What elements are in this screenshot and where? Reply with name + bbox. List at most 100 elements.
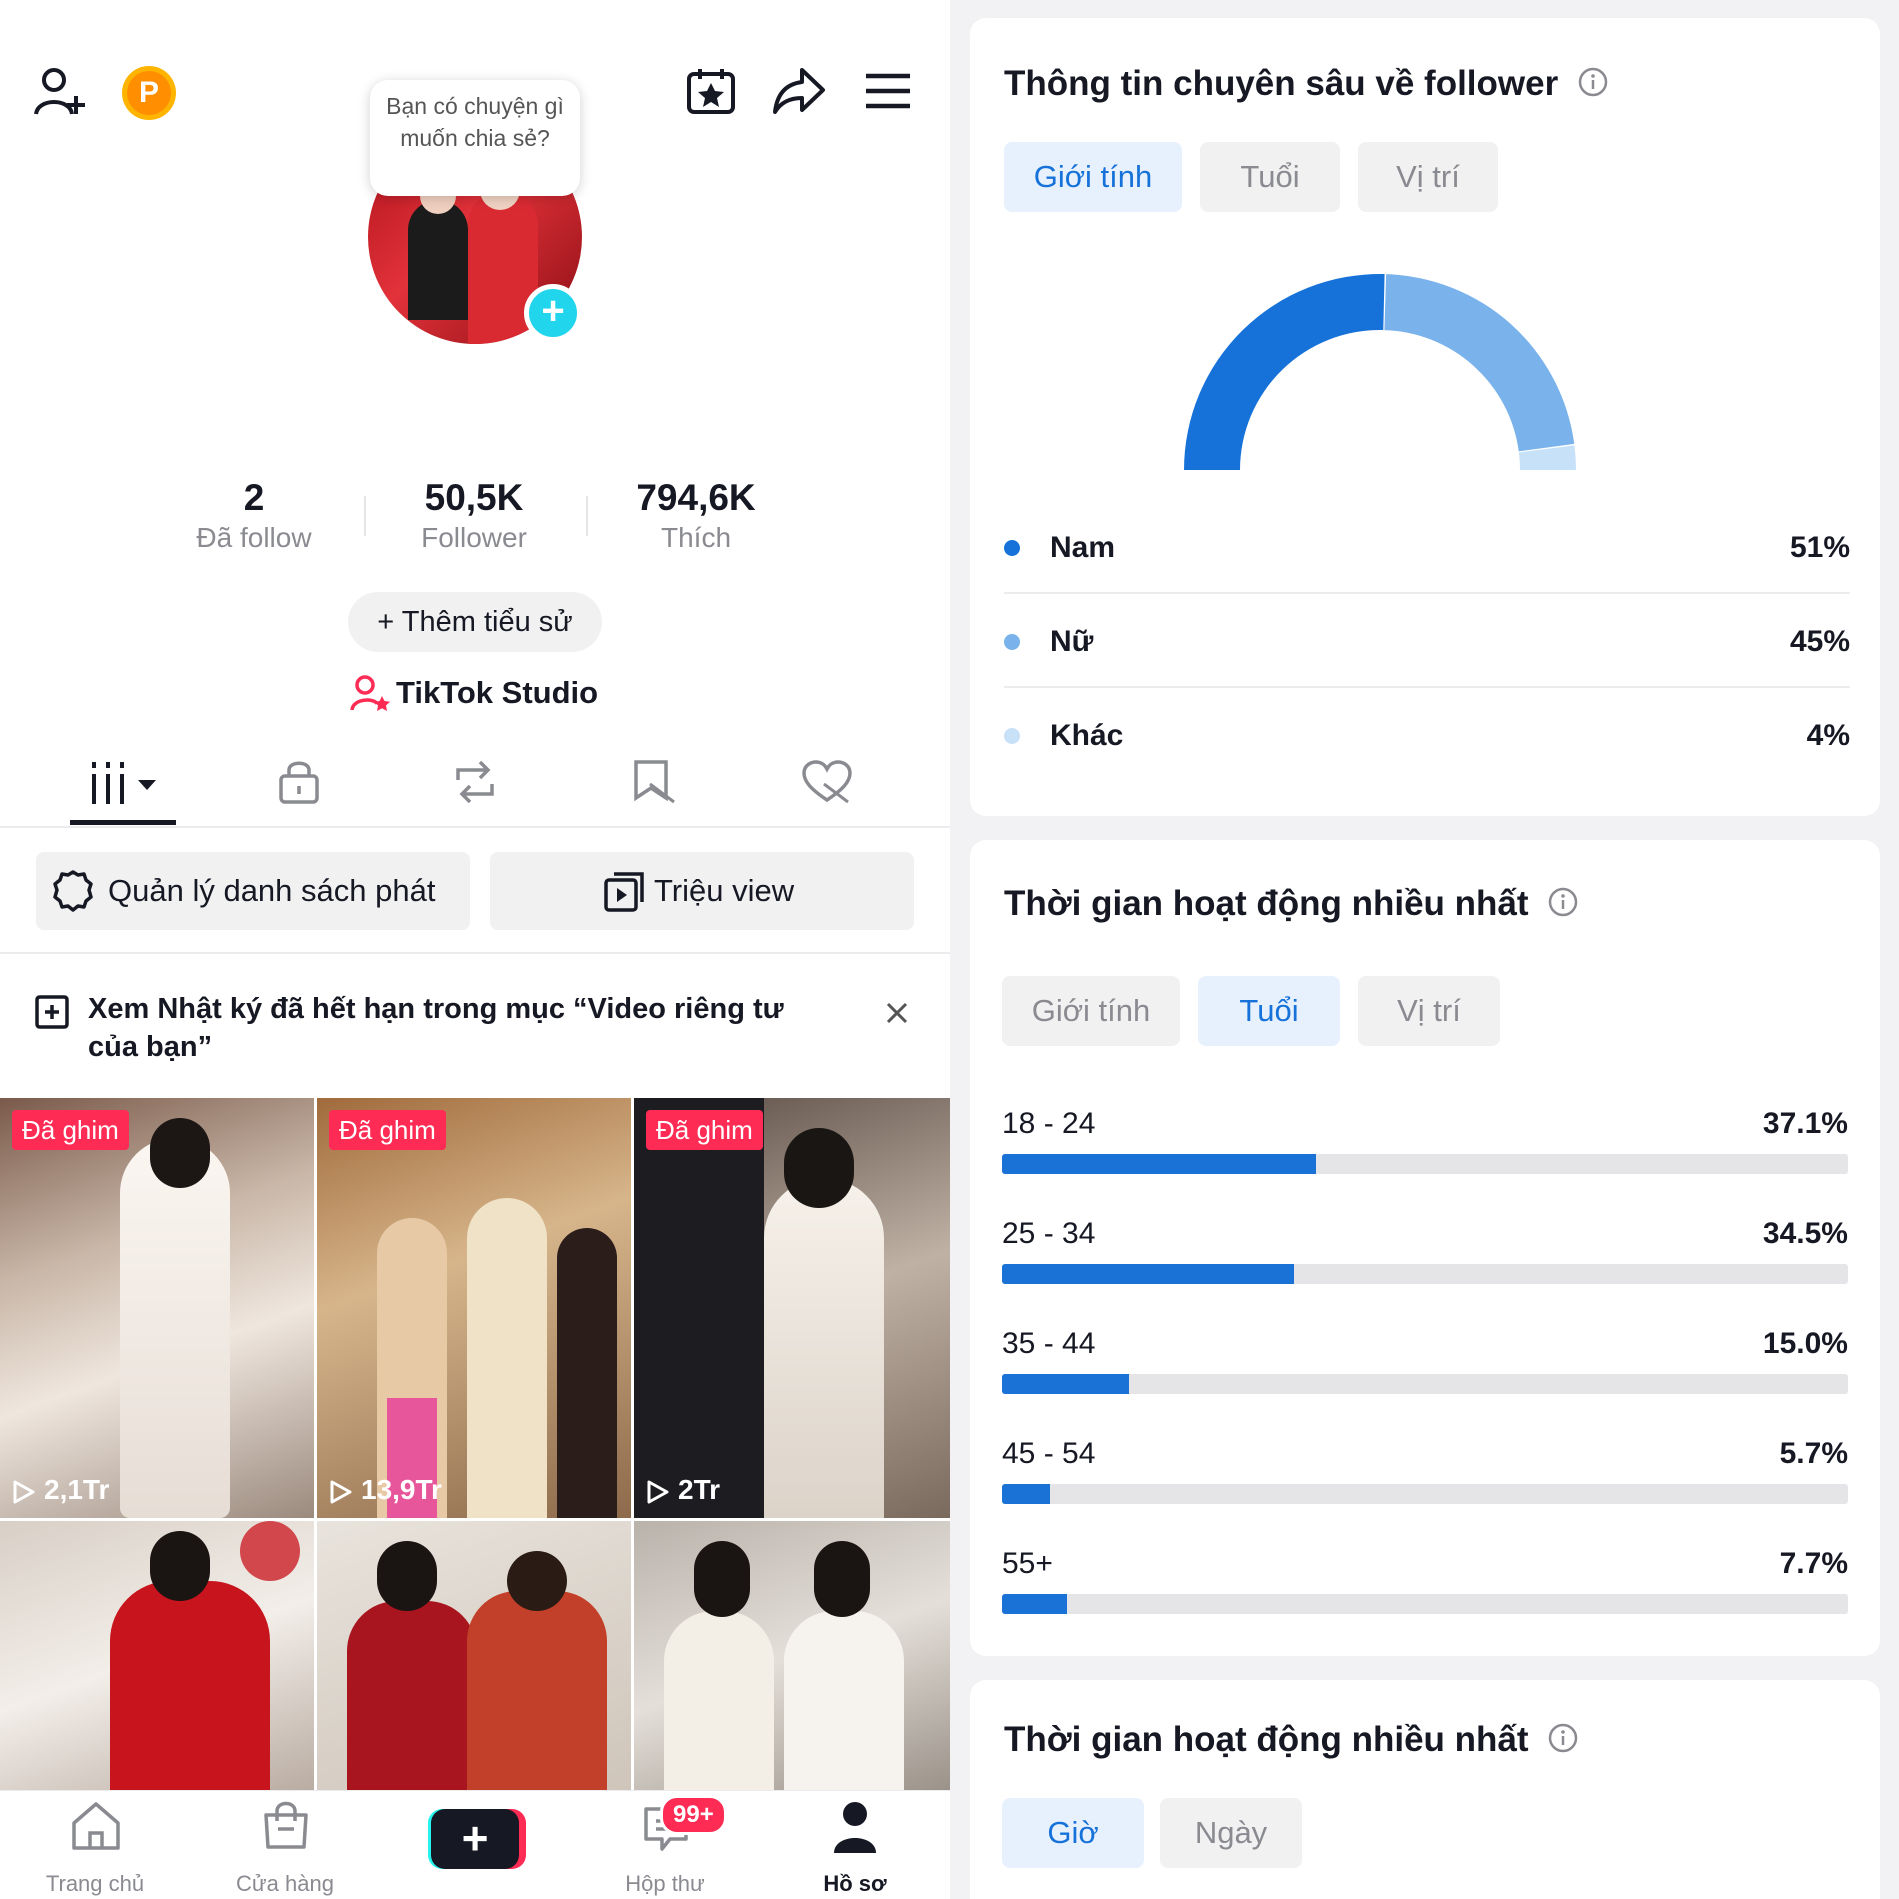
following-count: 2 — [243, 477, 265, 518]
close-icon[interactable] — [886, 1002, 908, 1024]
stat-followers[interactable]: 50,5K Follower — [374, 476, 574, 556]
age-bar-fill — [1002, 1374, 1129, 1394]
nav-shop[interactable]: Cửa hàng — [190, 1791, 380, 1899]
view-count: 13,9Tr — [329, 1470, 442, 1510]
coin-icon[interactable]: P — [122, 66, 176, 120]
follower-insights-card: Thông tin chuyên sâu về follower Giới tí… — [970, 18, 1880, 816]
info-icon[interactable] — [1548, 1722, 1578, 1762]
follower-insights-title-text: Thông tin chuyên sâu về follower — [1004, 64, 1559, 103]
profile-person-icon — [832, 1799, 878, 1855]
video-thumbnail[interactable]: Đã ghim 2,1Tr — [0, 1098, 314, 1518]
nav-profile-label: Hồ sơ — [823, 1871, 887, 1896]
donut-slice-khác — [1518, 445, 1576, 470]
create-plus-icon: + — [431, 1809, 519, 1869]
tab-gender[interactable]: Giới tính — [1002, 976, 1180, 1046]
playlist-play-icon — [604, 872, 644, 912]
tab-location[interactable]: Vị trí — [1358, 976, 1500, 1046]
age-bar-track — [1002, 1374, 1848, 1394]
age-bar-track — [1002, 1594, 1848, 1614]
nav-inbox-label: Hộp thư — [625, 1871, 705, 1896]
age-bar-fill — [1002, 1264, 1294, 1284]
followers-count: 50,5K — [424, 477, 524, 518]
calendar-star-icon[interactable] — [686, 66, 736, 116]
age-range-label: 55+ — [1002, 1547, 1053, 1580]
activity-time-card: Thời gian hoạt động nhiều nhất Giờ Ngày — [970, 1680, 1880, 1899]
bottom-nav: Trang chủ Cửa hàng + 99+ Hộp thư Hồ sơ — [0, 1790, 950, 1899]
share-icon[interactable] — [772, 66, 826, 116]
video-thumbnail[interactable]: Đã ghim 13,9Tr — [317, 1098, 631, 1518]
view-count: 2,1Tr — [12, 1470, 109, 1510]
video-thumbnail[interactable]: Đã ghim 2Tr — [634, 1098, 950, 1518]
view-count-text: 13,9Tr — [361, 1474, 442, 1505]
videos-grid-tab-icon[interactable] — [90, 762, 160, 804]
info-icon[interactable] — [1578, 66, 1608, 106]
gender-donut-chart — [1184, 274, 1576, 470]
legend-dot — [1004, 634, 1020, 650]
age-range-label: 35 - 44 — [1002, 1327, 1096, 1360]
age-bar-track — [1002, 1264, 1848, 1284]
legend-value: 51% — [1789, 531, 1850, 564]
legend-row-female: Nữ 45% — [1004, 612, 1850, 672]
legend-label: Nữ — [1050, 625, 1094, 658]
add-bio-button[interactable]: + Thêm tiểu sử — [348, 592, 602, 652]
view-count-text: 2Tr — [678, 1474, 721, 1505]
age-bar-fill — [1002, 1594, 1068, 1614]
legend-value: 4% — [1806, 719, 1850, 752]
donut-slice-nam — [1184, 274, 1385, 470]
age-section-title-text: Thời gian hoạt động nhiều nhất — [1004, 884, 1529, 923]
view-count: 2Tr — [646, 1470, 720, 1510]
age-range-label: 25 - 34 — [1002, 1217, 1096, 1250]
nav-create[interactable]: + — [380, 1791, 570, 1899]
pinned-badge: Đã ghim — [646, 1110, 763, 1150]
video-thumbnail[interactable] — [0, 1521, 314, 1790]
info-icon[interactable] — [1548, 886, 1578, 926]
menu-icon[interactable] — [864, 72, 912, 110]
tab-age[interactable]: Tuổi — [1200, 142, 1340, 212]
tiktok-studio-link[interactable]: TikTok Studio — [396, 675, 599, 710]
add-friend-icon[interactable] — [34, 66, 90, 118]
legend-row-other: Khác 4% — [1004, 706, 1850, 766]
play-icon — [330, 1480, 352, 1504]
tab-location[interactable]: Vị trí — [1358, 142, 1498, 212]
nav-inbox[interactable]: 99+ Hộp thư — [570, 1791, 760, 1899]
stat-likes[interactable]: 794,6K Thích — [596, 476, 796, 556]
nav-shop-label: Cửa hàng — [236, 1871, 334, 1896]
tab-gender[interactable]: Giới tính — [1004, 142, 1182, 212]
inbox-badge: 99+ — [660, 1795, 727, 1835]
likes-label: Thích — [660, 522, 732, 553]
likes-count: 794,6K — [636, 477, 756, 518]
legend-value: 45% — [1789, 625, 1850, 658]
legend-label: Khác — [1050, 719, 1124, 752]
age-percent: 37.1% — [1762, 1107, 1848, 1140]
divider — [1004, 592, 1850, 594]
add-square-icon — [34, 994, 70, 1030]
stat-divider — [586, 496, 588, 536]
nav-profile[interactable]: Hồ sơ — [760, 1791, 950, 1899]
stat-following[interactable]: 2 Đã follow — [154, 476, 354, 556]
age-distribution-card: Thời gian hoạt động nhiều nhất Giới tính… — [970, 840, 1880, 1656]
age-bar-fill — [1002, 1154, 1316, 1174]
lock-tab-icon[interactable] — [278, 758, 320, 804]
video-thumbnail[interactable] — [634, 1521, 950, 1790]
tab-age[interactable]: Tuổi — [1198, 976, 1340, 1046]
million-views-button[interactable]: Triệu view — [490, 852, 914, 930]
play-icon — [13, 1480, 35, 1504]
nav-home[interactable]: Trang chủ — [0, 1791, 190, 1899]
age-percent: 34.5% — [1762, 1217, 1848, 1250]
repost-tab-icon[interactable] — [450, 760, 500, 804]
legend-label: Nam — [1050, 531, 1116, 564]
note-bubble[interactable]: Bạn có chuyện gì muốn chia sẻ? — [370, 80, 580, 196]
stat-divider — [364, 496, 366, 536]
age-percent: 15.0% — [1762, 1327, 1848, 1360]
liked-hidden-tab-icon[interactable] — [802, 760, 852, 804]
pinned-badge: Đã ghim — [12, 1110, 129, 1150]
following-label: Đã follow — [196, 522, 312, 553]
content-tabs — [0, 740, 950, 828]
expired-notes-notice[interactable]: Xem Nhật ký đã hết hạn trong mục “Video … — [88, 993, 784, 1063]
add-avatar-icon[interactable]: + — [524, 284, 582, 342]
tab-day[interactable]: Ngày — [1160, 1798, 1302, 1868]
manage-playlist-button[interactable]: Quản lý danh sách phát — [36, 852, 470, 930]
video-thumbnail[interactable] — [317, 1521, 631, 1790]
saved-hidden-tab-icon[interactable] — [630, 758, 676, 804]
tab-hour[interactable]: Giờ — [1002, 1798, 1144, 1868]
